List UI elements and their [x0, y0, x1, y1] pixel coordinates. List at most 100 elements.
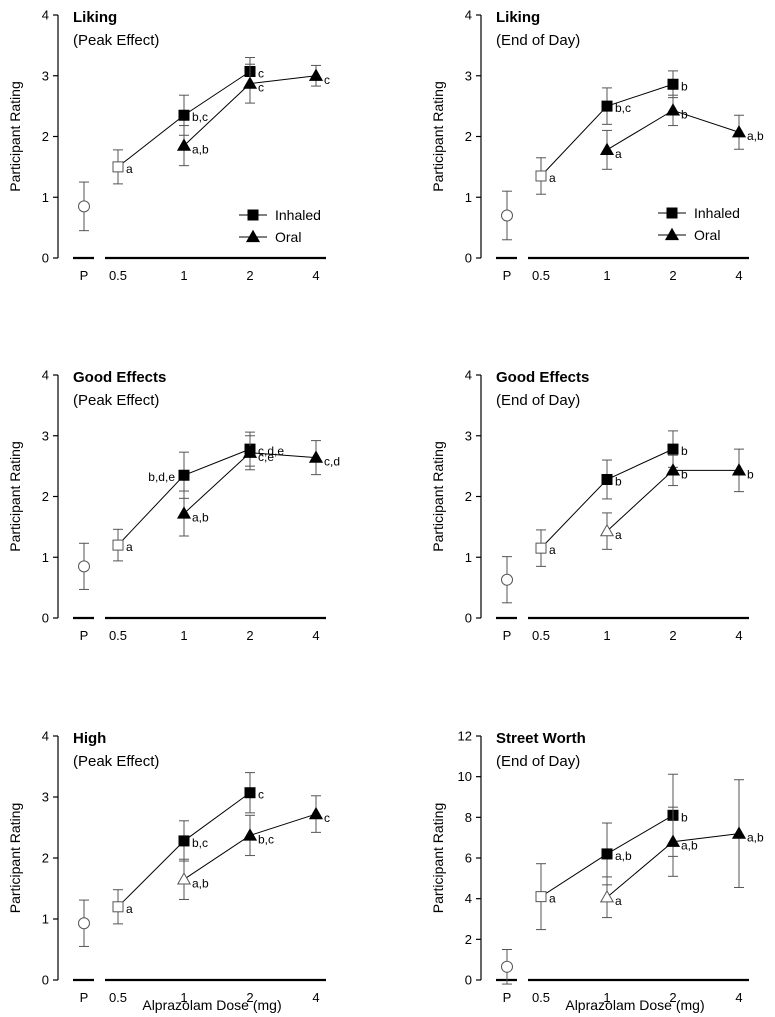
data-point: a,b — [176, 858, 209, 900]
point-marker-triangle — [308, 450, 324, 463]
point-label: a — [549, 892, 556, 906]
data-point: b — [665, 94, 688, 127]
data-point: c,d — [308, 440, 340, 476]
y-tick-label: 1 — [465, 190, 472, 205]
placebo-marker — [78, 200, 90, 213]
panel-subtitle: (Peak Effect) — [73, 392, 159, 409]
legend-label: Inhaled — [694, 205, 740, 221]
point-label: a — [126, 162, 133, 176]
data-point: b — [667, 430, 688, 468]
y-axis-title: Participant Rating — [430, 81, 446, 192]
x-axis-title: Alprazolam Dose (mg) — [142, 997, 281, 1013]
y-tick-label: 8 — [465, 810, 472, 825]
y-tick-label: 4 — [465, 891, 472, 906]
series-oral: a b a,b — [599, 94, 764, 170]
point-marker-triangle — [599, 890, 615, 903]
y-tick-label: 0 — [42, 611, 49, 626]
data-point: a,b — [731, 779, 764, 888]
data-point: a — [535, 529, 556, 567]
point-label: a — [549, 171, 556, 185]
legend-marker-square — [247, 209, 259, 221]
point-label: a,b — [747, 129, 764, 143]
point-marker-triangle — [731, 125, 747, 138]
series-inhaled: a b,c c — [112, 772, 264, 925]
y-tick-label: 2 — [42, 851, 49, 866]
series-oral: a,b b,c c — [176, 795, 330, 900]
panel-title: Good Effects — [496, 369, 589, 386]
point-label: b — [681, 467, 688, 481]
y-tick-label: 3 — [42, 790, 49, 805]
point-label: b,c — [192, 110, 208, 124]
x-tick-label-placebo: P — [503, 990, 512, 1005]
series-oral: a,bcc — [176, 63, 330, 167]
y-tick-label: 4 — [42, 729, 49, 744]
x-tick-label: 1 — [180, 628, 187, 643]
y-tick-label: 1 — [42, 190, 49, 205]
point-marker-triangle — [599, 523, 615, 537]
x-tick-label: 4 — [735, 628, 742, 643]
data-point: a — [112, 889, 133, 925]
y-tick-label: 3 — [465, 428, 472, 443]
legend-marker-triangle — [245, 229, 261, 243]
data-point: c — [242, 63, 264, 104]
x-tick-label: 0.5 — [109, 628, 127, 643]
data-point: b,c — [242, 814, 274, 857]
point-label: a,b — [681, 839, 698, 853]
data-point: b,c — [601, 87, 631, 125]
placebo-marker — [501, 960, 513, 973]
point-label: a — [549, 543, 556, 557]
x-tick-label: 4 — [312, 268, 319, 283]
point-label: a,b — [192, 876, 209, 890]
legend: Inhaled Oral — [239, 207, 321, 245]
data-point: b — [731, 448, 754, 493]
series-inhaled: a bb — [535, 430, 688, 567]
point-marker-triangle — [176, 138, 192, 151]
data-point: a,b — [665, 806, 698, 877]
point-label: b — [681, 79, 688, 93]
point-label: c — [258, 788, 264, 802]
point-label: b — [681, 444, 688, 458]
point-label: a — [615, 528, 622, 542]
data-point: a,b — [176, 490, 209, 537]
y-tick-label: 4 — [42, 8, 49, 23]
point-label: b,c — [192, 836, 208, 850]
legend: Inhaled Oral — [658, 205, 740, 243]
x-tick-label-placebo: P — [503, 268, 512, 283]
placebo-point — [501, 949, 513, 985]
data-point: a — [599, 129, 622, 170]
y-tick-label: 4 — [42, 368, 49, 383]
point-marker-square — [667, 78, 679, 90]
x-tick-label: 2 — [669, 990, 676, 1005]
point-label: a,b — [192, 143, 209, 157]
point-marker-triangle — [308, 68, 324, 81]
placebo-point — [78, 899, 90, 947]
chart-panel-5: 0 1 2 3 4 Participant Rating P 0.5 1 2 4 Alprazolam… — [7, 729, 330, 1014]
y-tick-label: 0 — [465, 973, 472, 988]
point-label: b,c — [258, 832, 274, 846]
point-marker-square — [244, 787, 256, 799]
data-point: b — [667, 70, 688, 99]
y-tick-label: 4 — [465, 368, 472, 383]
point-label: b — [681, 810, 688, 824]
x-tick-label: 4 — [735, 268, 742, 283]
point-marker-square — [112, 161, 124, 173]
point-label: c — [324, 811, 330, 825]
y-tick-label: 12 — [458, 729, 472, 744]
data-point: a,b — [176, 125, 209, 167]
point-label: a,b — [192, 511, 209, 525]
y-axis-title: Participant Rating — [7, 441, 23, 552]
point-label: c,e — [258, 450, 274, 464]
series-inhaled: ab,d,ec,d,e — [112, 431, 284, 562]
legend-label: Oral — [694, 227, 720, 243]
chart-panel-3: 0 1 2 3 4 Participant Rating P 0.5 1 2 4 Good Effec… — [7, 368, 340, 644]
x-tick-label: 1 — [603, 990, 610, 1005]
placebo-marker — [78, 560, 90, 573]
x-tick-label: 0.5 — [532, 268, 550, 283]
y-tick-label: 3 — [42, 68, 49, 83]
data-point: a — [112, 528, 133, 562]
point-label: a,b — [615, 849, 632, 863]
point-marker-square — [535, 170, 547, 182]
y-tick-label: 1 — [465, 550, 472, 565]
y-axis-title: Participant Rating — [430, 441, 446, 552]
panel-title: Liking — [73, 9, 117, 26]
